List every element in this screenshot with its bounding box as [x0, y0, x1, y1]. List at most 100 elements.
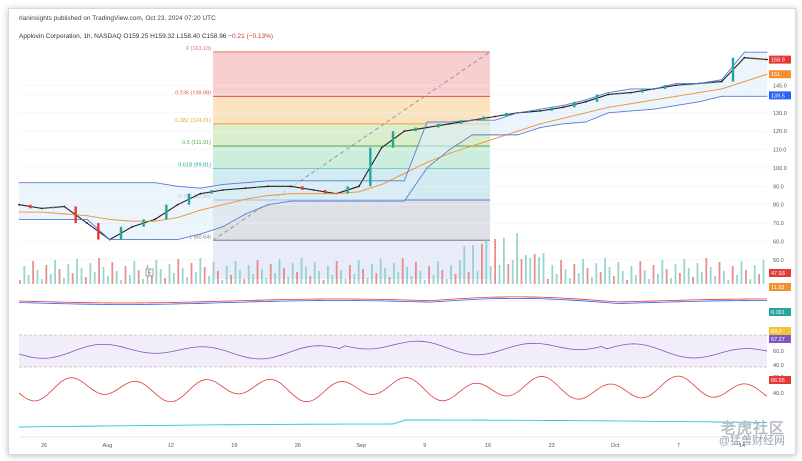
- series-3-point: [109, 239, 111, 241]
- volume-bar: [322, 280, 325, 284]
- volume-bar: [208, 276, 210, 284]
- series-1-point: [177, 217, 179, 219]
- series-2-point: [607, 92, 609, 94]
- volume-bar: [239, 270, 241, 284]
- series-2-point: [743, 51, 745, 53]
- volume-bar: [344, 279, 347, 284]
- volume-bar: [120, 280, 122, 284]
- price-candle: [414, 127, 417, 132]
- volume-bar: [696, 263, 699, 284]
- volume-bar: [168, 264, 171, 284]
- series-1-point: [267, 195, 269, 197]
- price-candle: [595, 94, 599, 102]
- event-marker-box: [145, 268, 154, 277]
- volume-bar: [212, 262, 215, 284]
- fib-zone-0: [213, 51, 490, 97]
- series-1-point: [585, 112, 587, 114]
- volume-bar: [366, 278, 369, 284]
- price-tick-label: 50.0: [773, 258, 784, 264]
- series-0-point: [630, 91, 632, 94]
- price-candle: [29, 204, 32, 209]
- indicator-badge: [769, 327, 791, 335]
- volume-bar: [727, 280, 730, 284]
- volume-bar: [388, 277, 391, 284]
- volume-bar: [679, 273, 681, 284]
- volume-bar: [564, 269, 567, 284]
- volume-bar: [494, 239, 496, 284]
- volume-bar: [489, 266, 492, 284]
- series-2-point: [335, 180, 337, 182]
- price-tick-label: 100.0: [773, 166, 787, 172]
- series-2-point: [222, 183, 224, 185]
- series-0-point: [199, 192, 202, 195]
- volume-bar: [577, 273, 580, 284]
- volume-bar: [714, 276, 716, 284]
- series-1-point: [539, 123, 541, 125]
- price-candle: [527, 110, 531, 113]
- volume-bar: [80, 268, 83, 284]
- series-2-point: [698, 82, 700, 84]
- series-1-point: [63, 213, 65, 215]
- series-3-point: [335, 200, 337, 202]
- volume-bar: [533, 254, 536, 284]
- indicator-badge-label: 47.93: [771, 271, 785, 277]
- series-3-point: [403, 200, 405, 202]
- volume-bar: [428, 266, 430, 284]
- indicator-badge: [769, 283, 791, 291]
- series-3-point: [743, 95, 745, 97]
- volume-bar: [23, 266, 26, 284]
- price-tick-label: 70.0: [773, 221, 784, 227]
- series-3-point: [630, 110, 632, 112]
- series-0-point: [448, 122, 451, 125]
- volume-bar: [287, 277, 290, 284]
- series-2-point: [721, 79, 723, 81]
- indicator-badge-label: 11.33: [771, 285, 784, 291]
- volume-bar: [63, 278, 65, 284]
- volume-bar: [547, 279, 549, 284]
- series-3-point: [86, 218, 88, 220]
- series-0-point: [766, 58, 768, 61]
- volume-bar: [415, 262, 417, 284]
- series-3-point: [177, 239, 179, 241]
- series-3-point: [766, 95, 768, 97]
- volume-bar: [459, 260, 461, 284]
- volume-bar: [705, 258, 708, 284]
- volume-bar: [423, 280, 426, 284]
- series-2-point: [449, 121, 451, 123]
- price-candle: [51, 206, 55, 209]
- volume-bar: [393, 263, 395, 284]
- series-0-point: [380, 146, 383, 149]
- volume-bar: [107, 276, 109, 284]
- time-tick-label: Aug: [103, 443, 113, 449]
- price-candle: [187, 193, 191, 205]
- volume-bar: [736, 275, 738, 284]
- series-1-point: [199, 209, 201, 211]
- price-candle: [618, 92, 621, 95]
- series-3-point: [494, 134, 496, 136]
- series-1-point: [381, 183, 383, 185]
- price-candle: [663, 85, 667, 89]
- oscillator-line: [18, 375, 768, 403]
- watermark-title: 老虎社区: [720, 420, 785, 437]
- volume-bar: [357, 260, 360, 284]
- volume-bar: [98, 258, 100, 284]
- volume-bar: [269, 264, 272, 284]
- volume-bar: [234, 261, 237, 284]
- volume-bar: [538, 257, 540, 284]
- volume-bar: [181, 268, 184, 284]
- volume-bar: [758, 274, 760, 284]
- volume-bar: [327, 266, 329, 284]
- price-candle: [437, 123, 440, 128]
- time-tick-label: 19: [231, 443, 237, 449]
- series-2-point: [199, 187, 201, 189]
- series-1-point: [426, 161, 428, 163]
- volume-bar: [102, 267, 105, 284]
- volume-bar: [599, 272, 602, 284]
- series-3-point: [698, 101, 700, 103]
- volume-bar: [753, 265, 756, 284]
- volume-bar: [687, 268, 690, 284]
- price-badge: [769, 55, 791, 64]
- price-chart[interactable]: 0 (163.18) 0.236 (138.98) 0.382 (124.01) 0.…: [9, 9, 795, 454]
- series-0-point: [358, 185, 360, 188]
- volume-bar: [243, 279, 246, 284]
